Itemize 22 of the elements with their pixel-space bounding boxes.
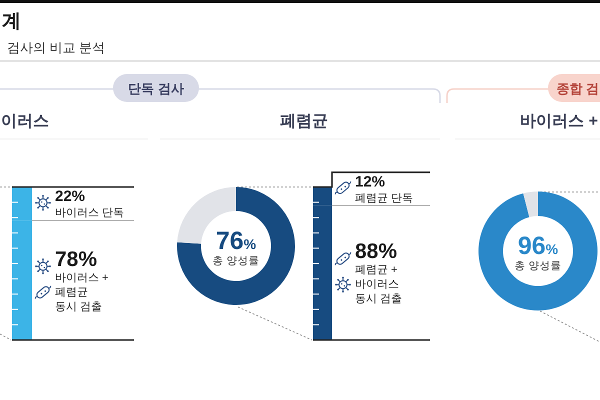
text: 계: [2, 11, 21, 32]
data-label: 88%: [355, 240, 398, 264]
text: 종합 검: [556, 81, 599, 96]
text: 검사의 비교 분석: [7, 40, 106, 55]
chart-title: 폐렴균: [280, 113, 328, 130]
text: 바이러스 + 폐렴균 동시 검출: [55, 272, 108, 313]
data-label: 22%: [55, 188, 86, 206]
data-label: 78%: [55, 248, 98, 271]
chart-title: 바이러스 +: [520, 113, 598, 130]
data-label: 76%: [216, 227, 257, 255]
text: 단독 검사: [128, 81, 184, 96]
text: 바이러스 단독: [55, 207, 124, 220]
text: 총 양성률: [212, 255, 260, 267]
text: 총 양성률: [514, 260, 562, 272]
data-label: 96%: [518, 232, 559, 260]
donut-slice: [478, 192, 598, 310]
text: 폐렴균 단독: [355, 192, 414, 204]
chart-title: 이러스: [1, 113, 49, 130]
text: 폐렴균 + 바이러스 동시 검출: [355, 264, 402, 306]
donut-slice: [523, 192, 538, 218]
donut-slice: [177, 187, 295, 305]
data-label: 12%: [355, 173, 386, 190]
